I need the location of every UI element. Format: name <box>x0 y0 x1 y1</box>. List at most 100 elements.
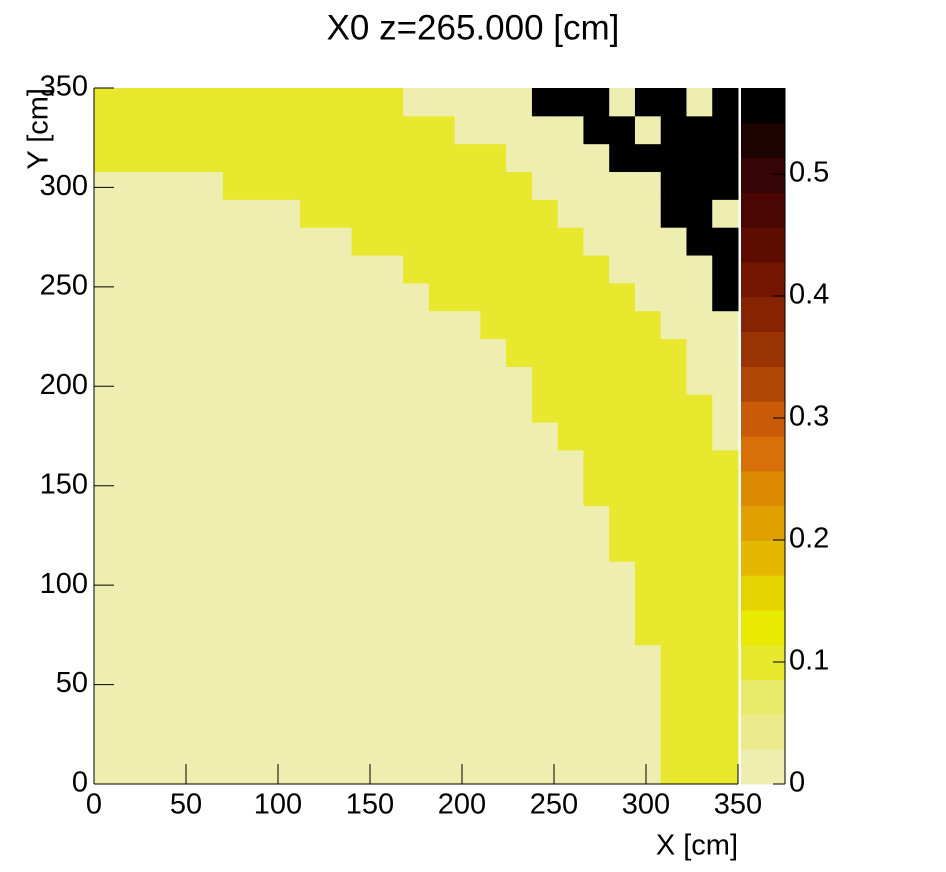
heatmap-cell <box>454 589 481 618</box>
heatmap-cell <box>531 505 559 534</box>
heatmap-cell <box>686 282 713 312</box>
heatmap-cell <box>480 449 507 479</box>
heatmap-cell <box>480 394 507 423</box>
heatmap-cell <box>454 338 481 367</box>
colorbar-band <box>741 88 785 124</box>
heatmap-cell <box>686 589 713 618</box>
heatmap-cell <box>634 756 662 785</box>
heatmap-cell <box>454 533 481 562</box>
heatmap-cell <box>686 394 713 423</box>
heatmap-cell <box>531 115 559 145</box>
heatmap-cell <box>428 115 456 145</box>
heatmap-cell <box>454 88 481 117</box>
heatmap-cell <box>222 756 250 785</box>
heatmap-cell <box>351 672 378 701</box>
heatmap-cell <box>660 672 687 701</box>
heatmap-cell <box>531 616 559 646</box>
heatmap-cell <box>454 477 481 507</box>
heatmap-cell <box>403 115 430 145</box>
heatmap-cell <box>145 616 172 646</box>
heatmap-cell <box>248 143 275 173</box>
heatmap-cell <box>583 422 610 451</box>
heatmap-cell <box>197 616 224 646</box>
heatmap-cell <box>686 255 713 284</box>
heatmap-cell <box>300 255 327 284</box>
heatmap-cell <box>557 422 584 451</box>
heatmap-cell <box>119 672 147 701</box>
heatmap-cell <box>222 700 250 729</box>
heatmap-cell <box>583 199 610 228</box>
heatmap-cell <box>248 366 275 395</box>
heatmap-cell <box>377 227 404 256</box>
heatmap-cell <box>171 115 198 145</box>
heatmap-cell <box>197 477 224 507</box>
heatmap-cell <box>171 227 198 256</box>
heatmap-cell <box>454 561 481 590</box>
heatmap-cell <box>506 338 533 367</box>
heatmap-cell <box>480 589 507 618</box>
heatmap-cell <box>325 338 353 367</box>
heatmap-cell <box>274 310 301 340</box>
heatmap-cell <box>171 88 198 117</box>
heatmap-cell <box>609 533 636 562</box>
heatmap-cell <box>428 700 456 729</box>
heatmap-cell <box>506 728 533 757</box>
heatmap-cell <box>634 394 662 423</box>
heatmap-cell <box>660 756 687 785</box>
heatmap-cell <box>428 756 456 785</box>
heatmap-cell <box>609 143 636 173</box>
heatmap-cell <box>686 422 713 451</box>
heatmap-cell <box>660 171 687 200</box>
heatmap-cell <box>300 366 327 395</box>
heatmap-cell <box>557 756 584 785</box>
colorbar-band <box>741 714 785 750</box>
heatmap-cell <box>171 282 198 312</box>
heatmap-cell <box>686 644 713 674</box>
heatmap-cell <box>531 477 559 507</box>
heatmap-cell <box>300 227 327 256</box>
heatmap-cell <box>454 310 481 340</box>
heatmap-cell <box>506 282 533 312</box>
heatmap-cell <box>248 115 275 145</box>
heatmap-cell <box>351 644 378 674</box>
heatmap-cell <box>686 449 713 479</box>
heatmap-cell <box>171 171 198 200</box>
heatmap-cell <box>506 756 533 785</box>
heatmap-cell <box>557 561 584 590</box>
heatmap-cell <box>609 700 636 729</box>
heatmap-cell <box>583 700 610 729</box>
heatmap-cell <box>300 561 327 590</box>
heatmap-cell <box>454 255 481 284</box>
colorbar-band <box>741 192 785 228</box>
heatmap-cell <box>583 589 610 618</box>
heatmap-cell <box>428 644 456 674</box>
heatmap-cell <box>145 394 172 423</box>
heatmap-cell <box>94 282 121 312</box>
heatmap-cell <box>531 143 559 173</box>
heatmap-cell <box>377 449 404 479</box>
x-axis-label: X [cm] <box>656 830 738 862</box>
heatmap-cell <box>274 115 301 145</box>
heatmap-cell <box>145 561 172 590</box>
heatmap-cell <box>506 616 533 646</box>
heatmap-cell <box>119 533 147 562</box>
heatmap-cell <box>145 282 172 312</box>
heatmap-cell <box>274 616 301 646</box>
heatmap-cell <box>145 700 172 729</box>
heatmap-cell <box>325 728 353 757</box>
heatmap-cell <box>557 477 584 507</box>
heatmap-cell <box>351 282 378 312</box>
heatmap-cell <box>712 589 739 618</box>
heatmap-cell <box>609 672 636 701</box>
heatmap-cell <box>300 728 327 757</box>
heatmap-cell <box>506 644 533 674</box>
heatmap-cell <box>94 616 121 646</box>
heatmap-cell <box>222 616 250 646</box>
heatmap-cell <box>634 338 662 367</box>
heatmap-cell <box>274 505 301 534</box>
heatmap-cell <box>609 394 636 423</box>
heatmap-cell <box>609 199 636 228</box>
heatmap-cell <box>583 728 610 757</box>
heatmap-cell <box>428 171 456 200</box>
heatmap-cell <box>686 338 713 367</box>
